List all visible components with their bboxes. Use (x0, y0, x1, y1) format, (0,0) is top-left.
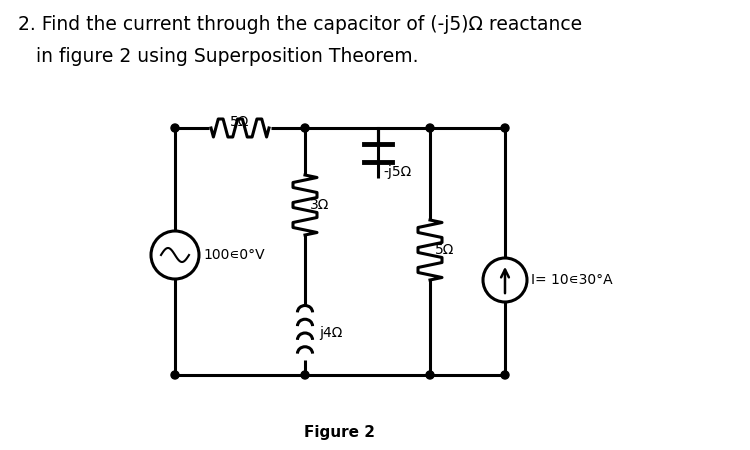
Circle shape (301, 124, 309, 132)
Text: 5Ω: 5Ω (230, 115, 250, 129)
Circle shape (171, 371, 179, 379)
Circle shape (426, 371, 434, 379)
Text: 100∊0°V: 100∊0°V (203, 248, 265, 262)
Circle shape (301, 371, 309, 379)
Text: Figure 2: Figure 2 (304, 425, 376, 440)
Circle shape (501, 124, 509, 132)
Text: 2. Find the current through the capacitor of (-j5)Ω reactance: 2. Find the current through the capacito… (18, 15, 582, 34)
Circle shape (171, 124, 179, 132)
Text: j4Ω: j4Ω (319, 326, 342, 340)
Text: in figure 2 using Superposition Theorem.: in figure 2 using Superposition Theorem. (18, 47, 418, 66)
Text: I= 10∊30°A: I= 10∊30°A (531, 273, 613, 287)
Text: 3Ω: 3Ω (310, 198, 329, 212)
Text: 5Ω: 5Ω (435, 243, 454, 257)
Text: -j5Ω: -j5Ω (383, 165, 411, 179)
Circle shape (501, 371, 509, 379)
Circle shape (426, 124, 434, 132)
